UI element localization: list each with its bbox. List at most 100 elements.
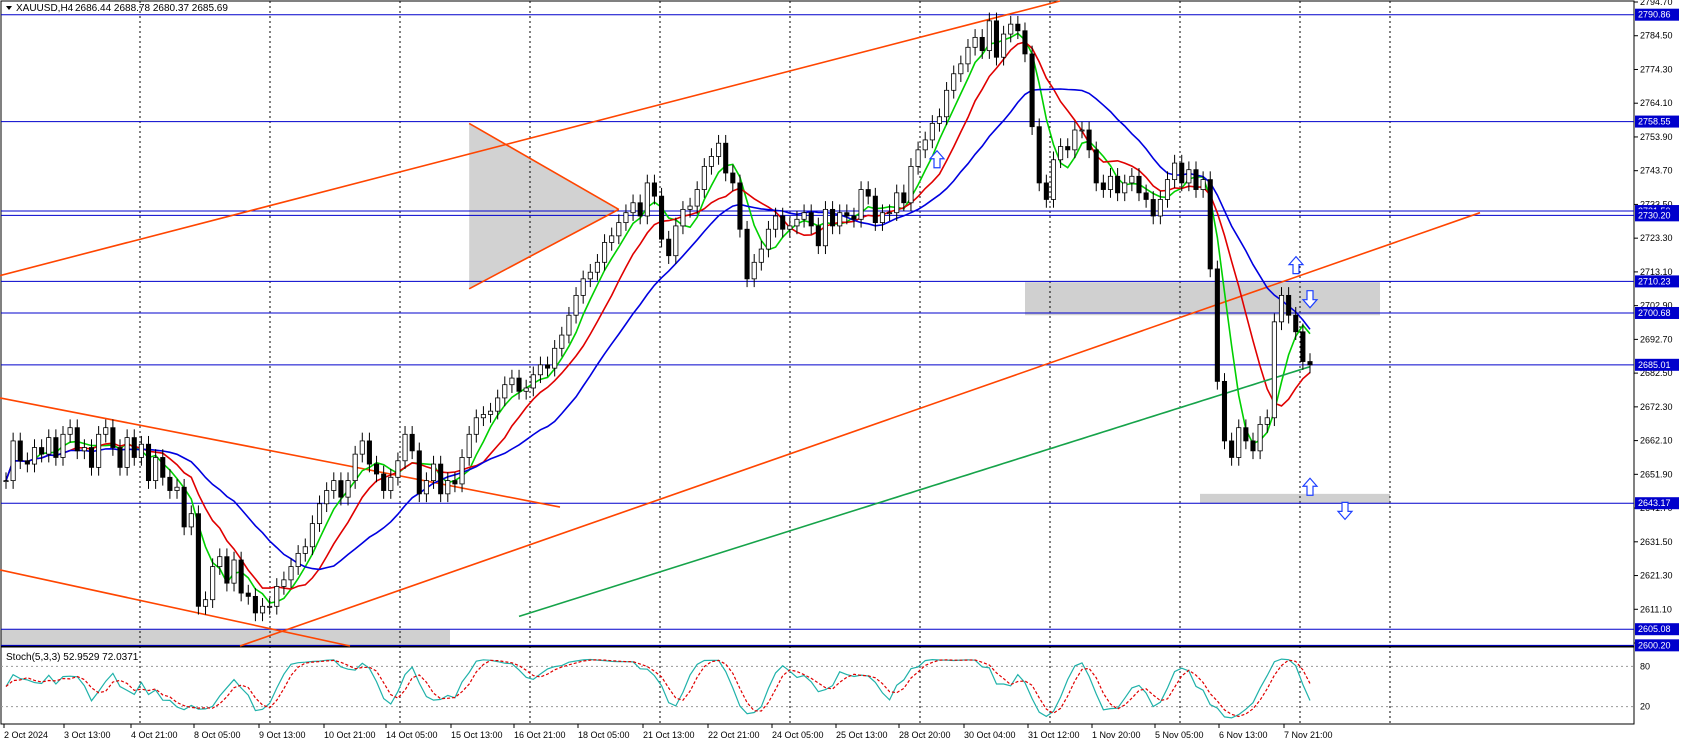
candle-body <box>281 579 287 587</box>
candle <box>181 478 187 536</box>
candle-body <box>381 473 387 491</box>
candle-body <box>708 156 714 167</box>
candle-body <box>965 46 971 65</box>
trend-line <box>239 211 1481 647</box>
candle <box>908 158 914 212</box>
candle-body <box>117 447 123 468</box>
candles <box>3 12 1313 622</box>
candle-body <box>124 437 130 468</box>
candle <box>373 455 380 483</box>
candle-body <box>46 437 52 455</box>
candle-body <box>887 212 893 215</box>
candle <box>1022 22 1028 63</box>
candle-body <box>1143 192 1149 200</box>
price-tick-label: 2733.50 <box>1640 199 1673 209</box>
candle-body <box>224 556 230 584</box>
candle <box>986 12 992 59</box>
level-tag <box>1635 306 1679 319</box>
candle <box>1293 306 1299 341</box>
candle <box>488 402 494 423</box>
candle <box>473 409 479 443</box>
arrow-up-icon <box>1301 477 1319 496</box>
candle-body <box>1107 175 1114 190</box>
candle-body <box>24 460 30 465</box>
candle <box>894 184 900 221</box>
candle-body <box>822 208 828 247</box>
candle-body <box>929 122 935 141</box>
candle-body <box>217 556 223 568</box>
candle-body <box>1072 129 1078 151</box>
candle <box>958 55 964 83</box>
candle-body <box>773 215 779 230</box>
candle <box>480 406 486 427</box>
candle <box>730 164 736 192</box>
candle-body <box>438 463 444 495</box>
candle-body <box>1250 440 1256 452</box>
candle <box>630 194 636 221</box>
candle-body <box>1058 146 1064 161</box>
candle-body <box>523 387 529 392</box>
candle-body <box>31 447 38 465</box>
candle-body <box>1043 182 1049 200</box>
candle-body <box>552 347 558 369</box>
candle <box>922 131 928 159</box>
candle <box>74 419 80 460</box>
candle <box>267 598 273 615</box>
candle-body <box>936 116 943 124</box>
candle <box>594 254 600 281</box>
candle <box>138 435 144 466</box>
candle <box>787 217 793 238</box>
candle <box>780 207 786 238</box>
price-tick-label: 2651.90 <box>1640 469 1673 479</box>
candle <box>602 234 608 271</box>
candle <box>338 472 344 506</box>
candle <box>103 419 109 443</box>
candle-body <box>39 447 45 455</box>
candle-body <box>580 278 586 296</box>
candle <box>1029 45 1035 135</box>
candle-body <box>231 559 237 584</box>
candle <box>858 181 864 228</box>
signal-arrows <box>928 149 1354 521</box>
candle-body <box>1029 53 1035 128</box>
time-tick-label: 7 Nov 21:00 <box>1284 730 1333 740</box>
candle <box>438 455 444 503</box>
candle-body <box>765 228 771 250</box>
trend-line <box>468 122 620 211</box>
candle-body <box>1157 199 1163 217</box>
candle-body <box>901 192 907 204</box>
candle <box>844 204 850 225</box>
ma-fast-line <box>5 32 1311 604</box>
candle-body <box>1307 361 1313 366</box>
candle <box>124 429 130 476</box>
level-tag <box>1635 497 1679 510</box>
time-tick-label: 14 Oct 05:00 <box>386 730 438 740</box>
candle-body <box>972 36 978 48</box>
candle <box>822 201 828 255</box>
level-tag-label: 2758.55 <box>1638 117 1671 127</box>
candle <box>431 455 437 489</box>
candle-body <box>402 433 408 462</box>
candle <box>1050 151 1057 208</box>
candle <box>366 432 372 473</box>
candle-body <box>1015 23 1021 32</box>
candle <box>951 65 957 99</box>
candle <box>110 419 116 456</box>
candle <box>1150 191 1156 225</box>
level-tag-label: 2700.68 <box>1638 308 1671 318</box>
candle-body <box>1186 169 1192 184</box>
level-tag <box>1635 209 1679 222</box>
candle <box>131 429 137 466</box>
candle <box>459 449 465 493</box>
candle <box>60 426 66 466</box>
candle <box>587 263 593 288</box>
candle-body <box>1050 159 1057 200</box>
candle-body <box>1229 440 1235 458</box>
candle <box>644 174 650 225</box>
candle <box>1086 121 1092 159</box>
candle-body <box>694 189 700 207</box>
candle-body <box>830 208 836 227</box>
candle <box>188 505 194 536</box>
candle <box>224 548 230 592</box>
